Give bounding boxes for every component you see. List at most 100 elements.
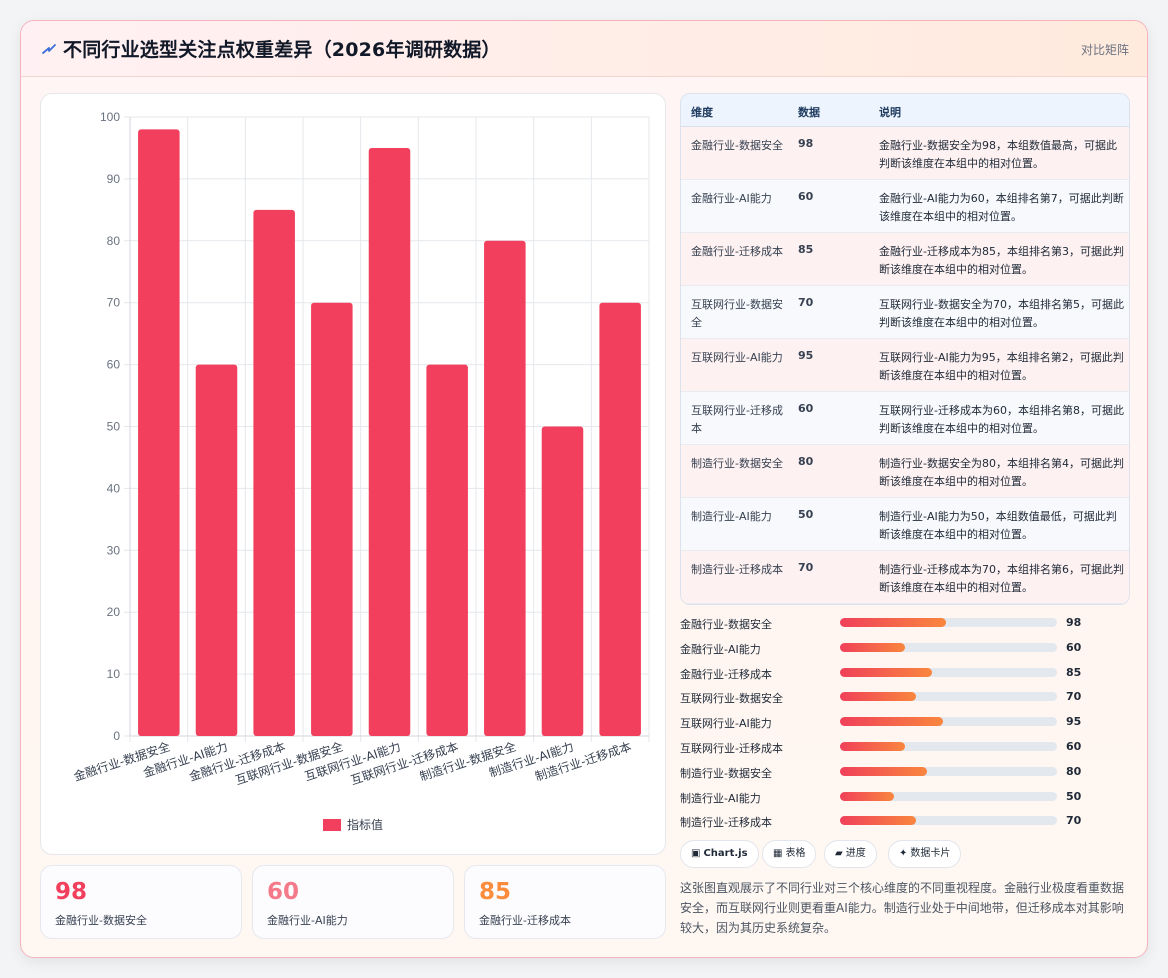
stat-label: 金融行业-AI能力 xyxy=(267,914,348,927)
table-cell-value: 60 xyxy=(798,190,814,203)
chip-icon: ▣ xyxy=(691,848,701,859)
progress-label: 互联网行业-迁移成本 xyxy=(680,742,783,755)
table-row: 互联网行业-AI能力 95 互联网行业-AI能力为95，本组排名第2，可据此判断该维… xyxy=(681,339,1129,392)
progress-label: 互联网行业-AI能力 xyxy=(680,717,772,731)
table-row: 制造行业-AI能力 50 制造行业-AI能力为50，本组数值最低，可据此判断该维度在… xyxy=(681,498,1129,551)
table-cell-note: 金融行业-迁移成本为85，本组排名第3，可据此判断该维度在本组中的相对位置。 xyxy=(879,245,1124,276)
progress-track xyxy=(840,717,1057,727)
progress-value: 60 xyxy=(1066,740,1082,753)
progress-row: 金融行业-迁移成本 85 xyxy=(680,663,1140,683)
table-cell-dimension: 制造行业-迁移成本 xyxy=(691,563,783,576)
bar xyxy=(599,302,641,736)
view-chip[interactable]: ▦ 表格 xyxy=(762,840,817,868)
progress-fill xyxy=(840,766,927,776)
progress-row: 制造行业-迁移成本 70 xyxy=(680,811,1140,831)
y-tick-label: 80 xyxy=(107,234,121,248)
progress-row: 制造行业-AI能力 50 xyxy=(680,787,1140,807)
table-row: 金融行业-数据安全 98 金融行业-数据安全为98，本组数值最高，可据此判断该维度在… xyxy=(681,127,1129,180)
progress-value: 70 xyxy=(1066,814,1082,828)
progress-fill xyxy=(840,717,944,727)
y-tick-label: 30 xyxy=(107,543,121,557)
y-tick-label: 100 xyxy=(100,110,120,124)
y-tick-label: 20 xyxy=(107,605,121,619)
bar xyxy=(195,364,238,736)
column-header-value: 数据 xyxy=(798,106,820,119)
progress-label: 制造行业-数据安全 xyxy=(680,766,772,780)
stat-value: 60 xyxy=(267,879,300,905)
stat-label: 金融行业-迁移成本 xyxy=(479,914,571,927)
progress-row: 互联网行业-迁移成本 60 xyxy=(680,737,1140,757)
table-row: 金融行业-迁移成本 85 金融行业-迁移成本为85，本组排名第3，可据此判断该维度在… xyxy=(681,233,1129,286)
table-cell-dimension: 互联网行业-迁移成本 xyxy=(691,404,783,435)
table-cell-note: 金融行业-AI能力为60，本组排名第7，可据此判断该维度在本组中的相对位置。 xyxy=(879,192,1124,223)
page-title: 不同行业选型关注点权重差异（2026年调研数据） xyxy=(63,39,501,61)
table-row: 互联网行业-数据安全 70 互联网行业-数据安全为70，本组排名第5，可据此判断该维… xyxy=(681,286,1129,339)
bar xyxy=(253,209,295,737)
header-right-label[interactable]: 对比矩阵 xyxy=(1080,43,1129,57)
table-row: 制造行业-迁移成本 70 制造行业-迁移成本为70，本组排名第6，可据此判断该维度在… xyxy=(681,551,1129,604)
table-cell-value: 95 xyxy=(798,349,814,362)
column-header-dimension: 维度 xyxy=(691,106,713,119)
table-cell-value: 50 xyxy=(798,508,814,521)
progress-label: 金融行业-迁移成本 xyxy=(680,667,772,681)
view-chip[interactable]: ✦ 数据卡片 xyxy=(888,840,962,868)
chip-icon: ▰ xyxy=(835,848,843,859)
table-cell-note: 制造行业-迁移成本为70，本组排名第6，可据此判断该维度在本组中的相对位置。 xyxy=(879,563,1124,594)
progress-value: 80 xyxy=(1066,764,1082,778)
progress-label: 金融行业-AI能力 xyxy=(680,642,761,656)
y-tick-label: 90 xyxy=(107,172,121,186)
legend-swatch xyxy=(323,819,341,831)
table-cell-note: 互联网行业-数据安全为70，本组排名第5，可据此判断该维度在本组中的相对位置。 xyxy=(879,298,1124,329)
stat-value: 98 xyxy=(55,879,88,905)
y-tick-label: 10 xyxy=(107,667,121,681)
view-chip[interactable]: ▰ 进度 xyxy=(824,840,877,868)
stat-card: 98 金融行业-数据安全 xyxy=(40,865,242,939)
progress-row: 金融行业-数据安全 98 xyxy=(680,613,1140,633)
table-cell-value: 98 xyxy=(798,137,814,150)
progress-fill xyxy=(840,791,895,801)
progress-row: 互联网行业-数据安全 70 xyxy=(680,687,1140,707)
table-cell-note: 制造行业-数据安全为80，本组排名第4，可据此判断该维度在本组中的相对位置。 xyxy=(879,457,1124,488)
chip-label: Chart.js xyxy=(703,848,748,859)
table-cell-dimension: 制造行业-数据安全 xyxy=(691,457,783,470)
progress-value: 60 xyxy=(1066,640,1082,654)
y-tick-label: 50 xyxy=(107,420,121,434)
progress-label: 金融行业-数据安全 xyxy=(680,618,772,631)
card-header: 不同行业选型关注点权重差异（2026年调研数据） 对比矩阵 xyxy=(21,21,1147,77)
progress-fill xyxy=(840,742,906,751)
progress-fill xyxy=(840,816,916,826)
table-cell-note: 金融行业-数据安全为98，本组数值最高，可据此判断该维度在本组中的相对位置。 xyxy=(879,139,1117,170)
y-tick-label: 70 xyxy=(107,296,121,310)
progress-value: 70 xyxy=(1066,690,1082,704)
dashboard-card: 不同行业选型关注点权重差异（2026年调研数据） 对比矩阵 0 10 20 30 40 5… xyxy=(20,20,1148,958)
progress-value: 85 xyxy=(1066,665,1082,679)
table-row: 互联网行业-迁移成本 60 互联网行业-迁移成本为60，本组排名第8，可据此判断该维… xyxy=(681,392,1129,445)
view-chip[interactable]: ▣ Chart.js xyxy=(680,840,759,868)
table-cell-value: 60 xyxy=(798,402,814,415)
table-cell-dimension: 互联网行业-数据安全 xyxy=(691,298,783,329)
progress-fill xyxy=(840,618,947,627)
progress-fill xyxy=(840,642,906,652)
progress-track xyxy=(840,692,1057,702)
table-cell-dimension: 金融行业-迁移成本 xyxy=(691,245,783,258)
table-cell-dimension: 金融行业-AI能力 xyxy=(691,192,772,205)
legend-label: 指标值 xyxy=(347,817,383,832)
chip-icon: ▦ xyxy=(773,848,783,859)
progress-fill xyxy=(840,667,933,677)
table-cell-value: 80 xyxy=(798,455,814,468)
progress-fill xyxy=(840,692,916,702)
progress-label: 互联网行业-数据安全 xyxy=(680,692,783,706)
progress-row: 互联网行业-AI能力 95 xyxy=(680,712,1140,732)
y-tick-label: 0 xyxy=(113,729,120,743)
stat-value: 85 xyxy=(479,879,512,905)
progress-value: 95 xyxy=(1066,715,1082,729)
bar xyxy=(541,426,584,736)
progress-track xyxy=(840,742,1057,751)
y-tick-label: 60 xyxy=(107,358,121,372)
bar xyxy=(311,302,353,736)
table-cell-note: 互联网行业-AI能力为95，本组排名第2，可据此判断该维度在本组中的相对位置。 xyxy=(879,351,1124,382)
progress-label: 制造行业-迁移成本 xyxy=(680,816,772,830)
table-cell-value: 85 xyxy=(798,243,814,256)
table-cell-value: 70 xyxy=(798,561,814,574)
chip-icon: ✦ xyxy=(899,848,908,859)
